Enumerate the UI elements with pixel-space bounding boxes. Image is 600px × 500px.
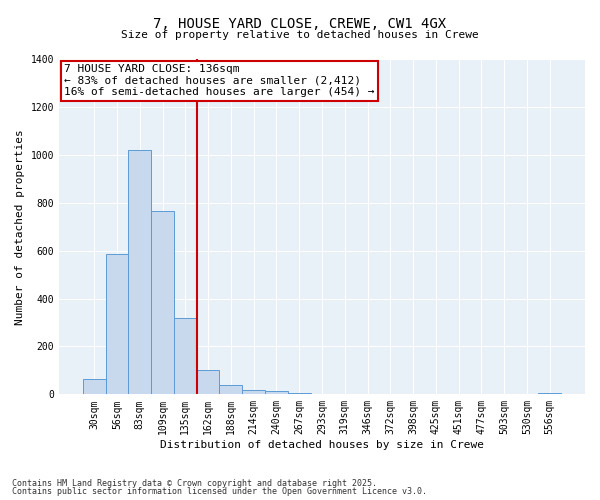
Text: Contains public sector information licensed under the Open Government Licence v3: Contains public sector information licen… — [12, 487, 427, 496]
Text: Contains HM Land Registry data © Crown copyright and database right 2025.: Contains HM Land Registry data © Crown c… — [12, 478, 377, 488]
Bar — [538, 393, 561, 394]
Bar — [242, 390, 265, 394]
Bar — [265, 390, 288, 394]
Bar — [288, 393, 311, 394]
Bar — [128, 150, 151, 394]
Bar — [197, 370, 220, 394]
X-axis label: Distribution of detached houses by size in Crewe: Distribution of detached houses by size … — [160, 440, 484, 450]
Bar — [83, 379, 106, 394]
Y-axis label: Number of detached properties: Number of detached properties — [15, 129, 25, 324]
Bar — [174, 318, 197, 394]
Text: 7 HOUSE YARD CLOSE: 136sqm
← 83% of detached houses are smaller (2,412)
16% of s: 7 HOUSE YARD CLOSE: 136sqm ← 83% of deta… — [64, 64, 374, 97]
Bar — [151, 211, 174, 394]
Bar — [106, 254, 128, 394]
Text: 7, HOUSE YARD CLOSE, CREWE, CW1 4GX: 7, HOUSE YARD CLOSE, CREWE, CW1 4GX — [154, 18, 446, 32]
Text: Size of property relative to detached houses in Crewe: Size of property relative to detached ho… — [121, 30, 479, 40]
Bar — [220, 385, 242, 394]
